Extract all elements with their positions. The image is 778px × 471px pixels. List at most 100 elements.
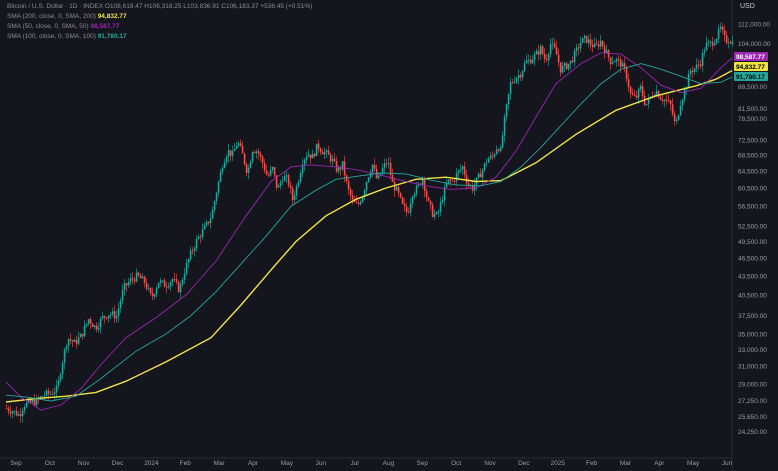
candle bbox=[567, 63, 570, 72]
candle bbox=[491, 151, 494, 161]
candle bbox=[321, 148, 324, 155]
candle bbox=[305, 151, 308, 164]
candle bbox=[187, 258, 190, 268]
candle bbox=[701, 49, 704, 73]
candle bbox=[407, 207, 410, 214]
candle bbox=[191, 246, 194, 255]
candle bbox=[709, 40, 712, 47]
candle bbox=[177, 280, 180, 293]
candle bbox=[25, 400, 28, 409]
candle bbox=[61, 360, 64, 379]
candle bbox=[357, 200, 360, 207]
candle bbox=[507, 93, 510, 110]
candle bbox=[339, 165, 342, 176]
candle bbox=[547, 52, 550, 67]
candle bbox=[365, 181, 368, 195]
candle bbox=[233, 142, 236, 152]
candle bbox=[571, 56, 574, 64]
candle bbox=[705, 36, 708, 51]
candle bbox=[107, 315, 110, 323]
candle bbox=[207, 221, 210, 226]
candle bbox=[281, 175, 284, 186]
candle bbox=[65, 343, 68, 354]
candle bbox=[349, 187, 352, 202]
candle bbox=[559, 62, 562, 77]
candle bbox=[301, 158, 304, 178]
candle bbox=[307, 149, 310, 158]
x-tick-label: Mar bbox=[620, 460, 632, 467]
candle bbox=[267, 171, 270, 178]
y-tick-label: 64,500.00 bbox=[738, 168, 767, 175]
candle bbox=[553, 38, 556, 49]
candle bbox=[259, 151, 262, 162]
candle bbox=[163, 277, 166, 288]
candle bbox=[585, 35, 588, 44]
candle bbox=[79, 332, 82, 338]
candle bbox=[679, 99, 682, 117]
candle bbox=[583, 34, 586, 44]
candle bbox=[7, 405, 10, 415]
candle bbox=[91, 322, 94, 327]
candle bbox=[15, 406, 18, 417]
candle bbox=[401, 196, 404, 205]
svg-text:94,832.77: 94,832.77 bbox=[736, 64, 765, 71]
y-tick-label: 29,000.00 bbox=[738, 381, 767, 388]
candle bbox=[561, 61, 564, 74]
candle bbox=[331, 154, 334, 167]
candle bbox=[313, 152, 316, 159]
candle bbox=[93, 324, 96, 330]
candle bbox=[669, 99, 672, 111]
candle bbox=[209, 212, 212, 229]
y-tick-label: 37,500.00 bbox=[738, 313, 767, 320]
candle bbox=[479, 168, 482, 178]
legend-sma-100-value: 91,780.17 bbox=[97, 33, 127, 40]
candle bbox=[291, 185, 294, 206]
candle bbox=[457, 169, 460, 179]
candle bbox=[597, 40, 600, 51]
candle bbox=[81, 333, 84, 340]
candle bbox=[391, 168, 394, 183]
candle bbox=[455, 167, 458, 186]
candle bbox=[121, 283, 124, 305]
candle bbox=[23, 404, 26, 415]
candle bbox=[589, 33, 592, 50]
svg-text:91,780.17: 91,780.17 bbox=[736, 74, 765, 81]
candle bbox=[145, 278, 148, 291]
candle bbox=[435, 210, 438, 215]
candle bbox=[131, 272, 134, 285]
candle bbox=[201, 223, 204, 241]
candle bbox=[403, 198, 406, 212]
x-tick-label: Apr bbox=[248, 460, 259, 467]
candle bbox=[295, 183, 298, 200]
candle bbox=[731, 35, 734, 47]
moving-average-series bbox=[5, 52, 733, 411]
candle bbox=[397, 184, 400, 198]
candle bbox=[515, 76, 518, 85]
candle bbox=[519, 72, 522, 82]
candle bbox=[697, 59, 700, 70]
candle bbox=[433, 209, 436, 220]
candle bbox=[117, 301, 120, 323]
candle bbox=[293, 190, 296, 204]
candle bbox=[175, 273, 178, 285]
candle bbox=[511, 78, 514, 84]
candle bbox=[619, 56, 622, 73]
legend-sma-50-value: 98,587.77 bbox=[90, 23, 120, 30]
legend-sma-50: SMA (50, close, 0, SMA, 50) 98,587.77 bbox=[7, 22, 312, 32]
candle bbox=[227, 143, 230, 163]
candle bbox=[551, 37, 554, 50]
candle bbox=[83, 320, 86, 338]
candle bbox=[127, 277, 130, 289]
candle bbox=[647, 94, 650, 109]
candle bbox=[483, 162, 486, 173]
candle bbox=[255, 149, 258, 159]
candle bbox=[423, 176, 426, 198]
candle bbox=[189, 246, 192, 262]
candle bbox=[13, 410, 16, 416]
candle bbox=[659, 95, 662, 101]
candle bbox=[441, 195, 444, 205]
candle bbox=[155, 285, 158, 298]
candle bbox=[243, 152, 246, 167]
candle bbox=[497, 148, 500, 153]
